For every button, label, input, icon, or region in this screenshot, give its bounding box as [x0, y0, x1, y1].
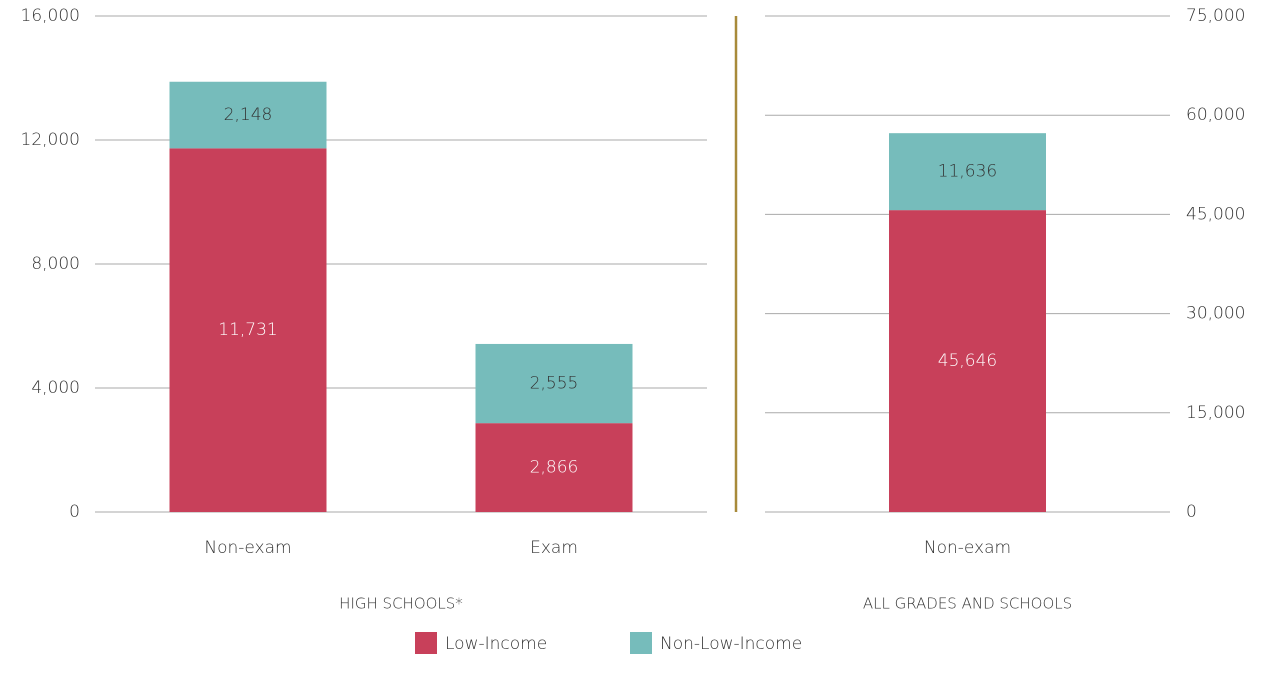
panel-label: HIGH SCHOOLS* — [339, 595, 463, 613]
y-tick-label: 4,000 — [31, 378, 80, 398]
value-label: 45,646 — [938, 351, 997, 371]
legend-label: Non-Low-Income — [660, 634, 802, 654]
y-tick-label: 0 — [69, 502, 80, 522]
y-tick-label: 45,000 — [1186, 204, 1245, 224]
legend-swatch — [415, 632, 437, 654]
value-label: 2,866 — [530, 458, 579, 478]
legend-swatch — [630, 632, 652, 654]
y-tick-label: 0 — [1186, 502, 1197, 522]
bar-segment — [475, 423, 633, 512]
value-label: 2,555 — [530, 374, 579, 394]
bar-segment — [475, 343, 633, 424]
value-label: 11,731 — [218, 320, 277, 340]
x-tick-label: Exam — [530, 538, 578, 558]
y-tick-label: 60,000 — [1186, 105, 1245, 125]
y-tick-label: 16,000 — [21, 6, 80, 26]
x-tick-label: Non-exam — [204, 538, 291, 558]
y-tick-label: 12,000 — [21, 130, 80, 150]
bar-segment — [169, 81, 327, 149]
legend-label: Low-Income — [445, 634, 547, 654]
value-label: 11,636 — [938, 162, 997, 182]
y-tick-label: 15,000 — [1186, 403, 1245, 423]
bar-segment — [889, 210, 1046, 512]
bar-segment — [889, 133, 1046, 211]
x-tick-label: Non-exam — [924, 538, 1011, 558]
panel-label: ALL GRADES AND SCHOOLS — [863, 595, 1072, 613]
y-tick-label: 75,000 — [1186, 6, 1245, 26]
y-tick-label: 8,000 — [31, 254, 80, 274]
y-tick-label: 30,000 — [1186, 304, 1245, 324]
value-label: 2,148 — [224, 105, 273, 125]
bar-segment — [169, 148, 327, 513]
